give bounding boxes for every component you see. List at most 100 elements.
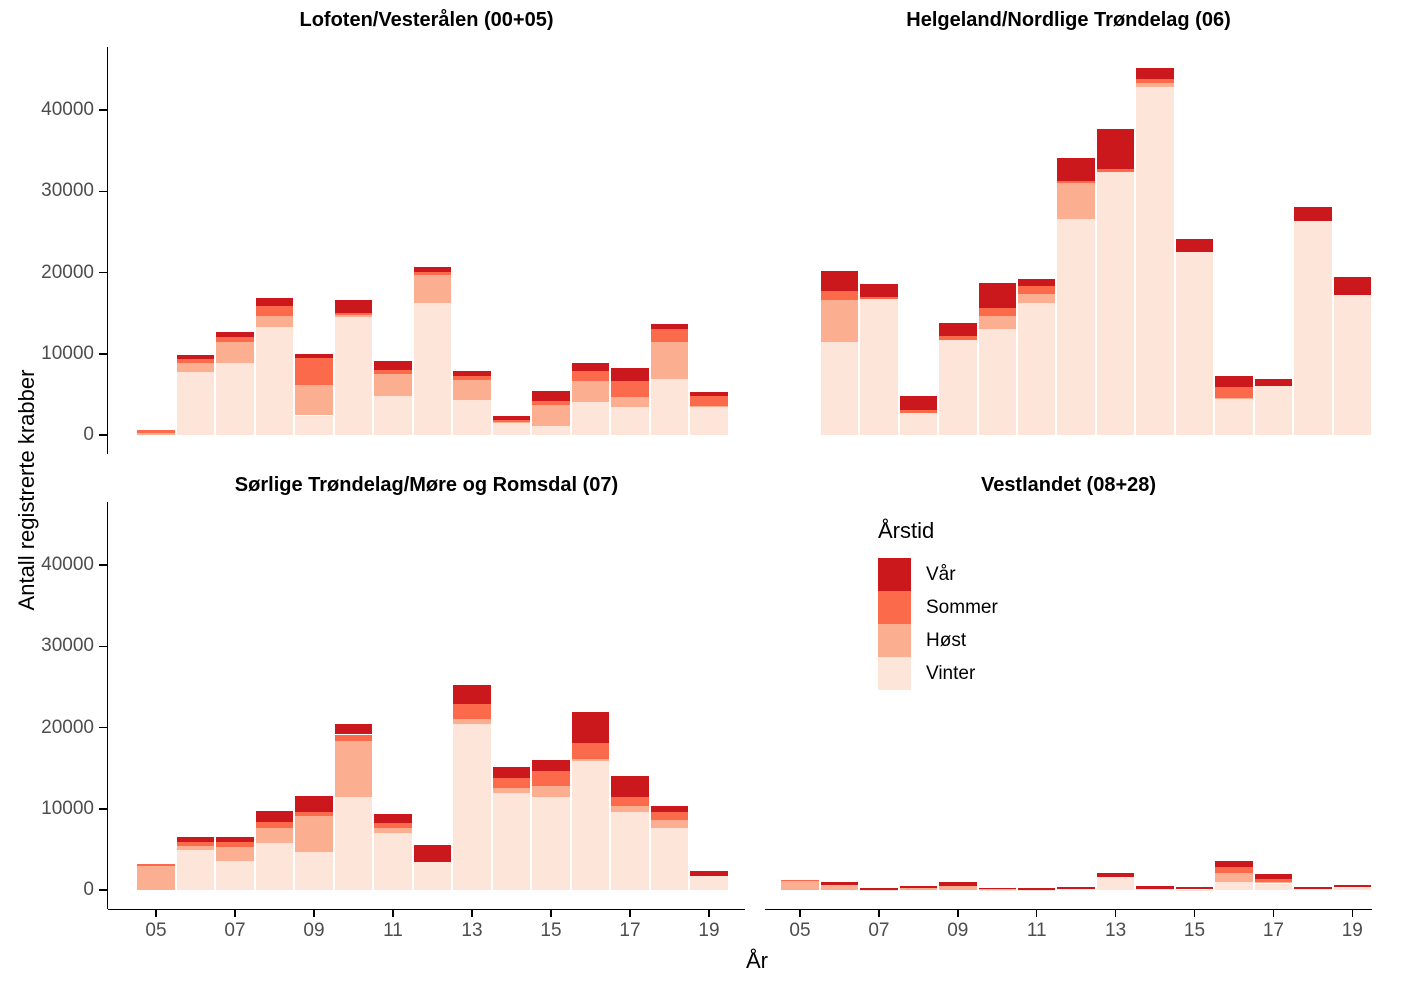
bar-2015-vår [1175, 886, 1214, 890]
bar-2007-vår [216, 331, 254, 338]
bar-2007-vår [860, 887, 898, 890]
bar-2008-sommer [255, 306, 294, 317]
bar-2008-vinter [899, 413, 938, 435]
bar-2010-vår [978, 887, 1016, 890]
bar-2016-vinter [1215, 881, 1253, 890]
bar-2011-sommer [374, 370, 412, 375]
bar-2005-sommer [137, 864, 175, 867]
bar-2017-sommer [611, 796, 649, 806]
bar-2011-vår [374, 361, 412, 371]
x-tick-label: 15 [1183, 920, 1206, 941]
bar-2018-vår [650, 805, 689, 813]
bar-2015-vår [532, 391, 570, 401]
bar-2011-vår [1017, 278, 1056, 286]
bar-2009-sommer [939, 335, 977, 340]
bar-2018-sommer [650, 329, 689, 343]
bar-2017-vår [611, 775, 649, 797]
bar-2011-vår [374, 814, 412, 824]
x-tick-label: 19 [1341, 920, 1363, 941]
bar-2008-vår [255, 811, 294, 822]
bar-2019-vinter [1333, 294, 1372, 435]
y-tick-mark [99, 808, 107, 810]
y-tick-label: 30000 [41, 635, 94, 657]
bar-2014-vår [1136, 67, 1174, 79]
bar-2014-høst [492, 421, 531, 423]
legend-row-sommer: Sommer [878, 591, 998, 624]
bar-2008-høst [255, 316, 294, 327]
bar-2009-sommer [295, 357, 333, 385]
bar-2006-vinter [176, 850, 215, 890]
x-tick-mark [1114, 910, 1117, 917]
bar-2012-høst [1057, 183, 1095, 219]
bar-2010-vinter [978, 329, 1016, 435]
bar-2009-høst [295, 384, 333, 416]
y-tick-mark [99, 434, 107, 436]
y-axis-line [106, 47, 108, 454]
bar-2011-vinter [374, 833, 412, 890]
bar-2012-sommer [1057, 180, 1095, 184]
bar-2018-vinter [1294, 220, 1332, 435]
bar-2015-vår [532, 760, 570, 772]
bar-2005-høst [781, 881, 819, 890]
bar-2009-vår [295, 354, 333, 358]
bar-2006-høst [176, 845, 215, 851]
bar-2019-høst [690, 406, 728, 407]
bar-2013-sommer [453, 376, 491, 381]
bar-2011-vår [1017, 888, 1056, 890]
bar-2006-sommer [176, 358, 215, 363]
bar-2014-høst [492, 788, 531, 793]
x-tick-mark [1035, 910, 1038, 917]
bar-2008-vinter [255, 843, 294, 890]
legend: Årstid Vår Sommer Høst Vinter [878, 518, 998, 690]
bar-2014-vår [492, 415, 531, 421]
x-tick-label: 15 [540, 920, 562, 941]
bar-2011-vinter [1017, 303, 1056, 435]
bar-2009-vinter [295, 415, 333, 435]
x-tick-mark [1193, 910, 1196, 917]
x-tick-mark [392, 910, 394, 917]
bar-2013-høst [453, 719, 491, 724]
bar-2014-vinter [1136, 888, 1174, 890]
bar-2015-sommer [532, 400, 570, 405]
bar-2014-vinter [1136, 87, 1174, 435]
bar-2016-høst [571, 758, 610, 761]
legend-swatch-høst [878, 624, 911, 657]
bar-2005-høst [137, 866, 175, 890]
bar-2006-høst [820, 885, 859, 890]
x-tick-label: 09 [947, 920, 969, 941]
legend-label: Vinter [926, 662, 976, 684]
x-tick-mark [234, 910, 236, 917]
y-tick-label: 30000 [41, 180, 94, 202]
bar-2017-høst [1254, 882, 1293, 884]
bar-2017-vår [1254, 873, 1293, 879]
y-tick-mark [99, 726, 107, 729]
bar-2017-vinter [611, 811, 649, 890]
x-tick-label: 07 [868, 920, 890, 941]
bar-2013-vinter [1096, 171, 1135, 435]
bar-2016-vår [1215, 375, 1253, 388]
bar-2019-vår [690, 392, 728, 396]
x-tick-label: 19 [698, 920, 720, 941]
bar-2006-vår [176, 355, 215, 359]
bar-2013-vår [1096, 128, 1135, 169]
bar-2010-sommer [334, 312, 373, 315]
bar-2018-sommer [650, 812, 689, 821]
x-tick-mark [1351, 910, 1354, 917]
bar-2007-vinter [216, 861, 254, 890]
bar-2019-sommer [690, 396, 728, 407]
panel-title: Vestlandet (08+28) [980, 474, 1157, 496]
bar-2007-vinter [860, 298, 898, 435]
y-tick-label: 10000 [41, 797, 94, 819]
x-tick-label: 11 [1026, 920, 1047, 941]
x-axis-line [108, 908, 745, 910]
bar-2013-høst [453, 380, 491, 401]
bar-2017-sommer [1254, 878, 1293, 883]
bar-2012-vår [413, 266, 452, 272]
y-tick-mark [99, 645, 107, 648]
bar-2013-vår [453, 370, 491, 377]
bar-2013-vinter [453, 723, 491, 890]
bar-2019-vinter [1333, 887, 1372, 890]
x-tick-label: 13 [1105, 920, 1127, 941]
y-tick-label: 20000 [41, 261, 94, 283]
